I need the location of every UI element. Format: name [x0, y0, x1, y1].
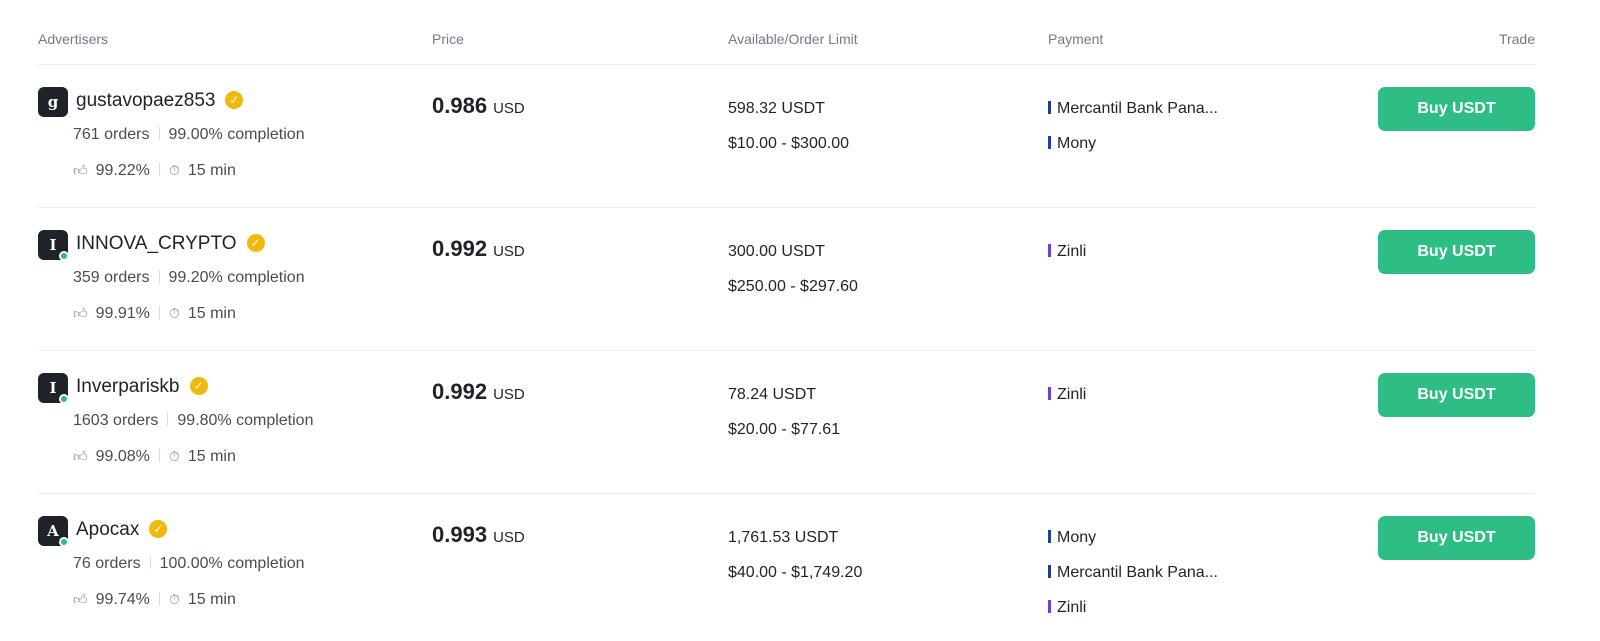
order-limit: $250.00 - $297.60: [728, 278, 858, 295]
avatar[interactable]: I: [38, 230, 68, 260]
order-limit: $40.00 - $1,749.20: [728, 564, 863, 581]
p2p-ads-table: Advertisers Price Available/Order Limit …: [38, 0, 1535, 637]
payment-methods: Zinli: [1048, 234, 1086, 269]
buy-usdt-button[interactable]: Buy USDT: [1378, 230, 1535, 274]
price-value: 0.986: [432, 93, 488, 118]
payment-time: 15 min: [187, 448, 236, 465]
available-amount: 598.32 USDT: [728, 100, 825, 117]
timer-icon: ⏱︎: [168, 591, 180, 607]
header-advertisers: Advertisers: [38, 31, 109, 47]
payment-method: Mercantil Bank Pana...: [1048, 91, 1218, 126]
online-indicator: [59, 537, 69, 547]
timer-icon: ⏱︎: [168, 448, 180, 464]
thumbs-up-icon: 👍︎: [73, 305, 88, 321]
header-payment: Payment: [1048, 31, 1104, 47]
payment-time: 15 min: [187, 591, 236, 608]
completion-rate: 99.20% completion: [168, 269, 305, 286]
advertiser-name[interactable]: Inverpariskb: [76, 376, 180, 397]
online-indicator: [59, 251, 69, 261]
timer-icon: ⏱︎: [168, 162, 180, 178]
divider: [158, 127, 160, 140]
verified-badge-icon: ✓: [149, 520, 168, 538]
buy-usdt-button[interactable]: Buy USDT: [1378, 373, 1535, 417]
order-count: 359 orders: [73, 269, 150, 286]
payment-method: Zinli: [1048, 377, 1086, 412]
payment-methods: Mony Mercantil Bank Pana... Zinli: [1048, 520, 1218, 625]
thumbs-up-icon: 👍︎: [73, 162, 88, 178]
completion-rate: 99.00% completion: [168, 126, 305, 143]
timer-icon: ⏱︎: [168, 305, 180, 321]
avatar[interactable]: g: [38, 87, 68, 117]
table-row: g gustavopaez853 ✓ 761 orders 99.00% compl…: [38, 65, 1535, 208]
divider: [158, 592, 160, 605]
payment-method: Zinli: [1048, 590, 1218, 625]
payment-method: Mercantil Bank Pana...: [1048, 555, 1218, 590]
verified-badge-icon: ✓: [246, 234, 265, 252]
positive-rating: 99.74%: [95, 591, 150, 608]
price-value: 0.992: [432, 236, 488, 261]
available-amount: 78.24 USDT: [728, 386, 817, 403]
buy-usdt-button[interactable]: Buy USDT: [1378, 516, 1535, 560]
advertiser-name[interactable]: gustavopaez853: [76, 90, 216, 111]
divider: [158, 163, 160, 176]
payment-methods: Mercantil Bank Pana... Mony: [1048, 91, 1218, 161]
order-count: 761 orders: [73, 126, 150, 143]
payment-methods: Zinli: [1048, 377, 1086, 412]
table-row: A Apocax ✓ 76 orders 100.00% completion 👍︎…: [38, 494, 1535, 637]
order-limit: $10.00 - $300.00: [728, 135, 849, 152]
header-price: Price: [432, 31, 464, 47]
order-count: 1603 orders: [73, 412, 159, 429]
advertiser-name[interactable]: Apocax: [76, 519, 140, 540]
payment-time: 15 min: [187, 305, 236, 322]
price-currency: USD: [493, 100, 525, 117]
thumbs-up-icon: 👍︎: [73, 591, 88, 607]
price-value: 0.993: [432, 522, 488, 547]
payment-method: Mony: [1048, 126, 1218, 161]
positive-rating: 99.08%: [95, 448, 150, 465]
header-available: Available/Order Limit: [728, 31, 858, 47]
divider: [149, 556, 151, 569]
payment-method: Zinli: [1048, 234, 1086, 269]
completion-rate: 99.80% completion: [177, 412, 314, 429]
positive-rating: 99.91%: [95, 305, 150, 322]
table-row: I Inverpariskb ✓ 1603 orders 99.80% comple…: [38, 351, 1535, 494]
divider: [158, 306, 160, 319]
completion-rate: 100.00% completion: [159, 555, 305, 572]
price-value: 0.992: [432, 379, 488, 404]
header-trade: Trade: [1498, 31, 1535, 47]
divider: [158, 270, 160, 283]
verified-badge-icon: ✓: [225, 91, 244, 109]
order-count: 76 orders: [73, 555, 141, 572]
table-header: Advertisers Price Available/Order Limit …: [38, 0, 1535, 65]
payment-time: 15 min: [187, 162, 236, 179]
divider: [158, 449, 160, 462]
available-amount: 300.00 USDT: [728, 243, 825, 260]
table-row: I INNOVA_CRYPTO ✓ 359 orders 99.20% comple…: [38, 208, 1535, 351]
payment-method: Mony: [1048, 520, 1218, 555]
order-limit: $20.00 - $77.61: [728, 421, 841, 438]
buy-usdt-button[interactable]: Buy USDT: [1378, 87, 1535, 131]
positive-rating: 99.22%: [95, 162, 150, 179]
advertiser-name[interactable]: INNOVA_CRYPTO: [76, 233, 237, 254]
price-currency: USD: [493, 529, 525, 546]
price-currency: USD: [493, 243, 525, 260]
verified-badge-icon: ✓: [189, 377, 208, 395]
divider: [167, 413, 169, 426]
thumbs-up-icon: 👍︎: [73, 448, 88, 464]
available-amount: 1,761.53 USDT: [728, 529, 839, 546]
online-indicator: [59, 394, 69, 404]
price-currency: USD: [493, 386, 525, 403]
